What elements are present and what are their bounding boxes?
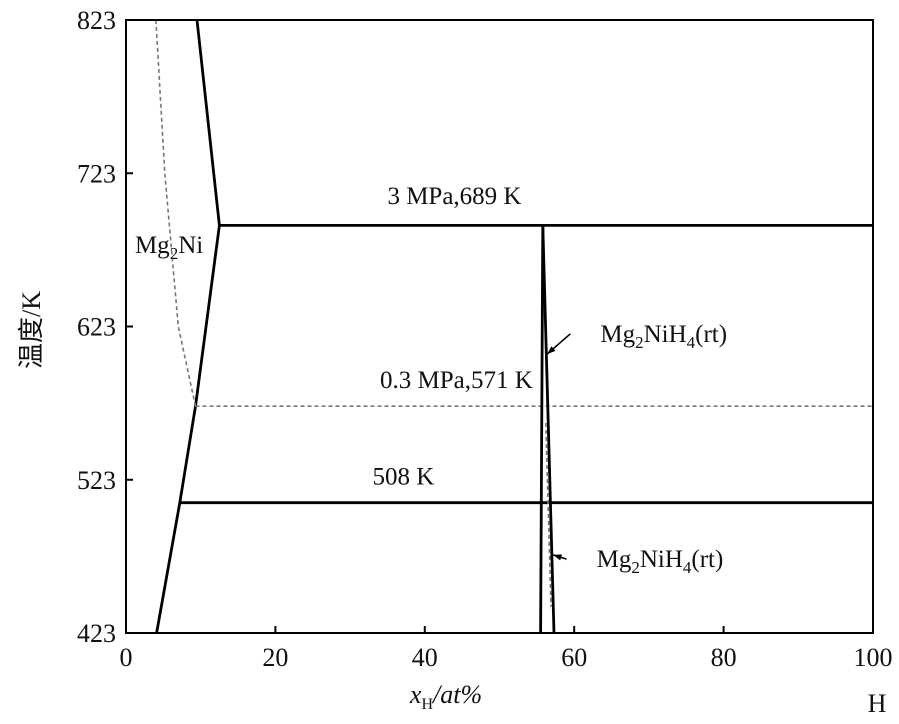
annotation-a5-part-0: Mg <box>600 321 635 348</box>
annotation-a6-part-0: Mg <box>597 546 632 573</box>
y-tick-label-623: 623 <box>77 313 116 342</box>
x-axis-label: xH/at% <box>409 680 482 713</box>
annotation-a5-arrowhead <box>547 346 556 355</box>
annotation-a6-part-3: 4 <box>683 558 692 577</box>
x-tick-label-100: 100 <box>854 643 893 672</box>
x-tick-label-20: 20 <box>262 643 288 672</box>
series-line-5 <box>539 225 545 634</box>
annotation-a5: Mg2NiH4(rt) <box>600 321 727 352</box>
series-line-1 <box>155 19 197 407</box>
series-line-7 <box>545 422 552 607</box>
annotation-a5-part-4: (rt) <box>695 321 727 348</box>
y-tick-label-423: 423 <box>77 619 116 648</box>
x-tick-label-60: 60 <box>561 643 587 672</box>
x-axis-label-rest: /at% <box>431 680 482 709</box>
series-line-6 <box>541 225 556 634</box>
annotation-a6-arrowhead <box>553 554 563 561</box>
x-axis-label-sub: H <box>421 696 433 713</box>
annotation-a6: Mg2NiH4(rt) <box>597 546 724 577</box>
annotation-a4: Mg2Ni <box>135 232 203 263</box>
x-axis-ticks: 0 20 40 60 80 100 <box>120 626 893 672</box>
y-axis-label: 温度/K <box>17 291 46 369</box>
x-tick-label-40: 40 <box>412 643 438 672</box>
annotation-a6-part-2: NiH <box>640 546 683 573</box>
annotation-a5-part-1: 2 <box>635 333 644 352</box>
annotation-a4-part-0: Mg <box>135 232 170 259</box>
x-axis-label-main: x <box>409 680 422 709</box>
y-axis-ticks: 423 523 623 723 823 <box>77 6 133 648</box>
x-tick-label-0: 0 <box>120 643 133 672</box>
series-line-0 <box>155 19 221 634</box>
plot-frame <box>125 19 874 634</box>
annotation-a4-part-2: Ni <box>178 232 203 259</box>
corner-label: H <box>868 689 887 718</box>
annotation-a6-part-1: 2 <box>631 558 640 577</box>
annotation-a5-part-2: NiH <box>644 321 687 348</box>
annotation-a5-part-3: 4 <box>687 333 696 352</box>
annotation-a1: 3 MPa,689 K <box>387 183 521 210</box>
annotation-a4-part-1: 2 <box>170 244 179 263</box>
y-tick-label-723: 723 <box>77 159 116 188</box>
annotation-a2: 0.3 MPa,571 K <box>380 367 533 394</box>
y-tick-label-823: 823 <box>77 6 116 35</box>
annotation-a3: 508 K <box>373 463 435 490</box>
series-layer <box>155 19 873 634</box>
y-tick-label-523: 523 <box>77 466 116 495</box>
annotation-a6-part-4: (rt) <box>691 546 723 573</box>
x-tick-label-80: 80 <box>711 643 737 672</box>
